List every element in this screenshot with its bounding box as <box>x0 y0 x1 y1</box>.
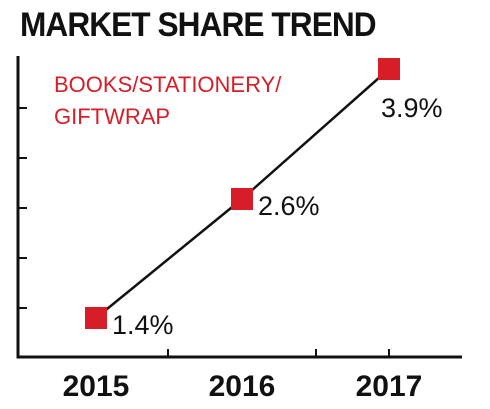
annotation-line: BOOKS/STATIONERY/ <box>54 72 282 97</box>
chart-title: MARKET SHARE TREND <box>20 6 377 44</box>
data-label: 3.9% <box>381 93 443 123</box>
chart-annotation: BOOKS/STATIONERY/GIFTWRAP <box>54 72 282 129</box>
data-label: 1.4% <box>112 310 174 340</box>
data-label: 2.6% <box>258 191 320 221</box>
annotation-line: GIFTWRAP <box>54 104 170 129</box>
data-labels: 1.4% 2.6% 3.9% <box>112 93 443 340</box>
x-tick-label: 2015 <box>63 370 130 403</box>
data-markers <box>85 58 400 329</box>
data-point-marker <box>231 188 253 210</box>
data-point-marker <box>378 58 400 80</box>
x-tick-label: 2017 <box>356 370 423 403</box>
x-tick-labels: 2015 2016 2017 <box>63 370 423 403</box>
x-tick-label: 2016 <box>209 370 276 403</box>
data-point-marker <box>85 307 107 329</box>
chart-axes <box>16 56 462 359</box>
